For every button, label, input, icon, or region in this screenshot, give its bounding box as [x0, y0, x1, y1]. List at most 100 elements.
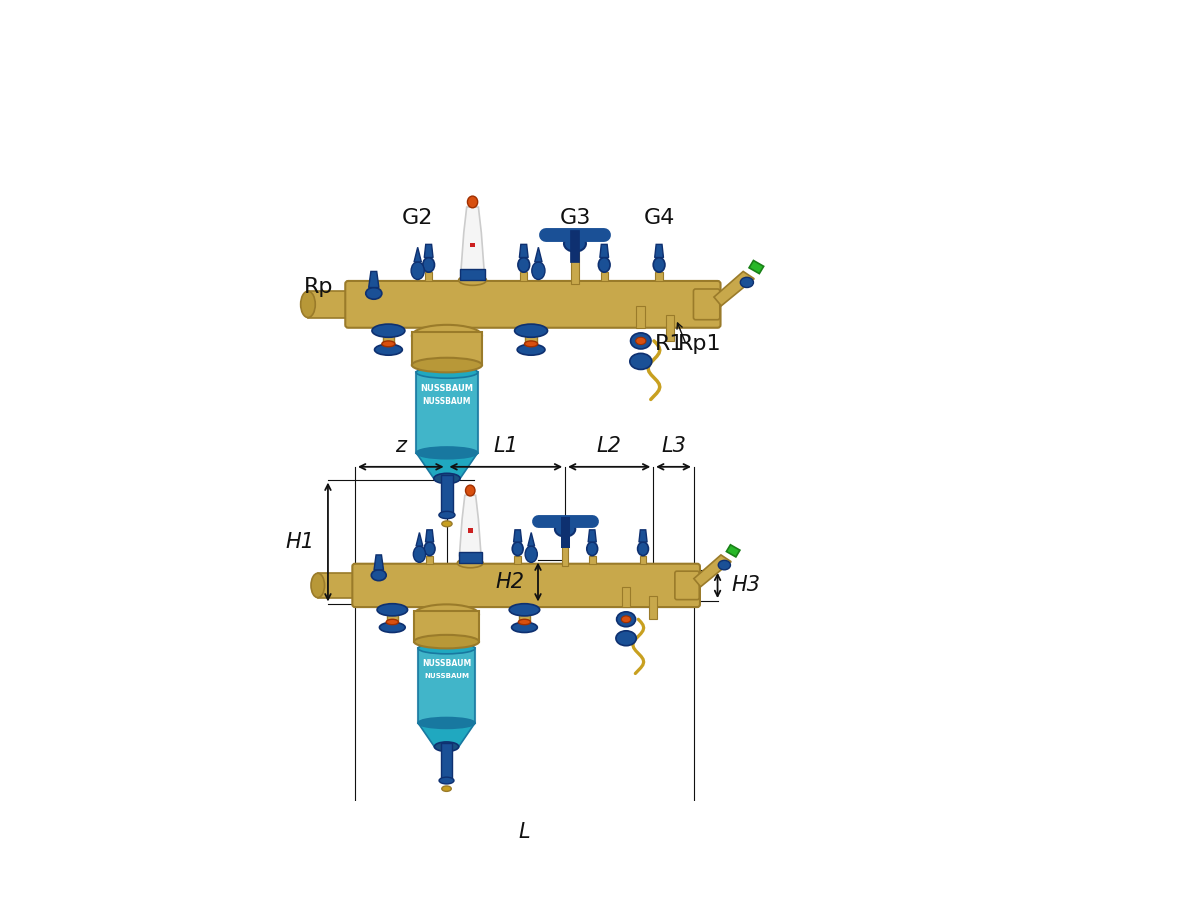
Bar [458, 553, 481, 563]
Ellipse shape [379, 622, 406, 633]
Polygon shape [418, 723, 475, 747]
Ellipse shape [371, 570, 386, 580]
Polygon shape [638, 530, 647, 542]
Ellipse shape [418, 643, 475, 653]
Polygon shape [588, 530, 596, 542]
Polygon shape [374, 555, 384, 570]
Ellipse shape [422, 257, 434, 272]
Bar [562, 529, 569, 566]
Ellipse shape [468, 196, 478, 208]
Bar [468, 528, 473, 533]
Ellipse shape [413, 546, 426, 562]
Text: L1: L1 [493, 436, 518, 456]
Polygon shape [425, 245, 433, 257]
Text: NUSSBAUM: NUSSBAUM [422, 397, 472, 406]
Bar [520, 608, 530, 622]
Bar [418, 648, 475, 723]
Ellipse shape [382, 341, 395, 346]
Bar [318, 573, 359, 598]
Ellipse shape [637, 542, 648, 555]
Text: NUSSBAUM: NUSSBAUM [424, 672, 469, 679]
Polygon shape [535, 248, 542, 262]
Ellipse shape [617, 612, 636, 626]
Bar [589, 555, 595, 563]
Polygon shape [514, 530, 522, 542]
Ellipse shape [424, 542, 436, 555]
Ellipse shape [636, 338, 646, 345]
Ellipse shape [412, 325, 482, 346]
Ellipse shape [511, 622, 538, 633]
Text: L: L [518, 822, 530, 842]
Polygon shape [368, 272, 379, 287]
Text: Rp: Rp [304, 277, 334, 297]
Ellipse shape [509, 604, 540, 616]
Bar [425, 272, 432, 281]
Bar [600, 272, 608, 281]
Text: H1: H1 [286, 532, 314, 552]
Bar [666, 315, 674, 341]
Text: NUSSBAUM: NUSSBAUM [420, 384, 474, 393]
Bar [442, 743, 452, 780]
Ellipse shape [311, 573, 324, 598]
Ellipse shape [412, 357, 482, 373]
Bar [571, 244, 578, 284]
Polygon shape [520, 245, 528, 257]
Text: NUSSBAUM: NUSSBAUM [422, 659, 472, 668]
Ellipse shape [416, 447, 478, 459]
Bar [414, 611, 479, 642]
Polygon shape [726, 544, 740, 557]
Ellipse shape [532, 262, 545, 280]
Text: G3: G3 [559, 208, 590, 228]
Ellipse shape [554, 522, 575, 536]
Bar [640, 555, 647, 563]
Ellipse shape [412, 262, 425, 280]
Ellipse shape [599, 257, 610, 272]
Ellipse shape [630, 333, 652, 349]
Ellipse shape [512, 542, 523, 555]
Bar [526, 328, 536, 344]
Text: Rp1: Rp1 [678, 334, 721, 354]
Polygon shape [460, 495, 481, 555]
Bar [655, 272, 662, 281]
Polygon shape [655, 245, 664, 257]
Ellipse shape [653, 257, 665, 272]
Ellipse shape [301, 292, 316, 318]
Polygon shape [600, 245, 608, 257]
Ellipse shape [433, 473, 460, 483]
Ellipse shape [416, 366, 478, 378]
Bar [622, 587, 630, 608]
Ellipse shape [457, 558, 484, 568]
Polygon shape [416, 453, 478, 479]
Ellipse shape [526, 546, 538, 562]
Bar [442, 475, 452, 515]
Ellipse shape [414, 634, 479, 648]
Bar [416, 373, 478, 453]
Ellipse shape [622, 616, 631, 623]
Ellipse shape [439, 511, 455, 518]
Text: z: z [395, 436, 407, 456]
Ellipse shape [564, 236, 586, 252]
Bar [308, 292, 352, 318]
FancyBboxPatch shape [694, 289, 720, 320]
Polygon shape [426, 530, 433, 542]
Ellipse shape [414, 605, 479, 625]
Polygon shape [528, 533, 535, 546]
Text: G4: G4 [643, 208, 674, 228]
Text: L3: L3 [661, 436, 686, 456]
Ellipse shape [377, 604, 408, 616]
Ellipse shape [386, 619, 398, 625]
Bar [469, 243, 475, 248]
Ellipse shape [740, 277, 754, 287]
Bar [386, 608, 397, 622]
Ellipse shape [374, 344, 402, 356]
Text: H2: H2 [496, 572, 524, 592]
Text: L2: L2 [596, 436, 622, 456]
Text: H3: H3 [732, 575, 761, 596]
Ellipse shape [442, 786, 451, 791]
Bar [460, 268, 485, 280]
Ellipse shape [616, 631, 636, 645]
FancyBboxPatch shape [346, 281, 720, 328]
Bar [515, 555, 521, 563]
Bar [412, 332, 482, 365]
FancyBboxPatch shape [674, 572, 700, 599]
